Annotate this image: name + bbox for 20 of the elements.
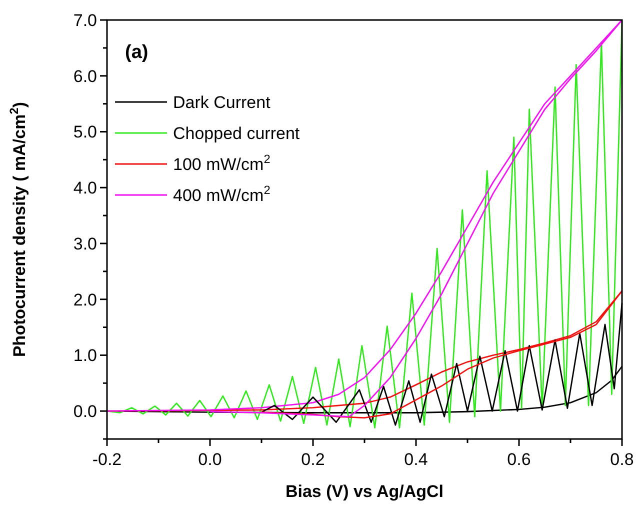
- legend-label: Chopped current: [173, 124, 300, 143]
- y-tick-label: 5.0: [73, 122, 97, 142]
- legend-label: 400 mW/cm$^{2}$: [173, 182, 271, 205]
- y-tick-label: 7.0: [73, 10, 97, 30]
- x-tick-label: 0.4: [404, 450, 428, 469]
- y-tick-label: 6.0: [73, 66, 97, 86]
- y-tick-label: 1.0: [73, 346, 97, 366]
- x-tick-label: 0.2: [301, 450, 325, 469]
- x-tick-label: 0.8: [610, 450, 634, 469]
- y-tick-label: 2.0: [73, 290, 97, 310]
- y-tick-label: 3.0: [73, 234, 97, 254]
- annotation: (a): [125, 42, 148, 63]
- legend-label: 100 mW/cm$^{2}$: [173, 152, 271, 174]
- y-tick-label: 0.0: [73, 402, 97, 422]
- x-tick-label: -0.2: [92, 450, 122, 469]
- x-axis-title: Bias (V) vs Ag/AgCl: [285, 482, 444, 501]
- legend-label: Dark Current: [173, 92, 271, 112]
- x-tick-label: 0.0: [198, 450, 222, 469]
- x-tick-label: 0.6: [507, 450, 531, 469]
- y-tick-label: 4.0: [73, 178, 97, 198]
